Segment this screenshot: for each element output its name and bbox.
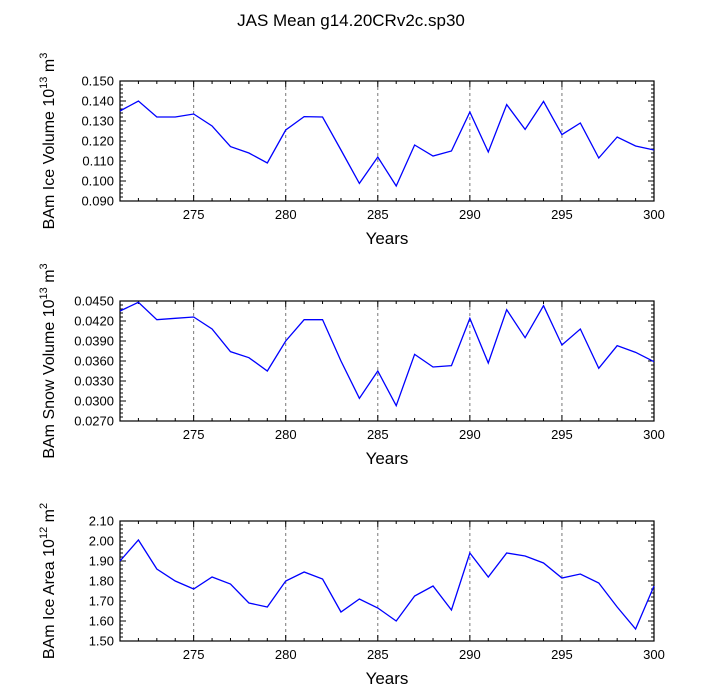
x-tick-label: 285 bbox=[367, 427, 389, 442]
y-tick-label: 2.00 bbox=[89, 534, 114, 549]
y-tick-label: 2.10 bbox=[89, 514, 114, 529]
y-tick-label: 0.110 bbox=[82, 154, 114, 169]
y-tick-label: 0.0330 bbox=[74, 374, 114, 389]
y-tick-label: 0.090 bbox=[81, 194, 114, 209]
x-tick-label: 300 bbox=[643, 207, 665, 222]
y-axis-label-sup: 12 bbox=[38, 527, 50, 539]
y-tick-label: 1.50 bbox=[89, 634, 114, 649]
y-tick-label: 0.0390 bbox=[74, 334, 114, 349]
plot-frame bbox=[119, 80, 655, 202]
x-tick-label: 295 bbox=[551, 427, 573, 442]
y-axis-label-sup: 3 bbox=[38, 263, 50, 269]
x-tick-label: 275 bbox=[183, 647, 205, 662]
x-tick-label: 280 bbox=[275, 207, 297, 222]
chart-title: JAS Mean g14.20CRv2c.sp30 bbox=[237, 11, 465, 30]
y-axis-label-part: m bbox=[41, 59, 58, 77]
y-axis-label-sup: 3 bbox=[38, 53, 50, 59]
y-tick-label: 0.130 bbox=[81, 114, 114, 129]
y-tick-label: 0.0360 bbox=[74, 354, 114, 369]
x-tick-label: 300 bbox=[643, 427, 665, 442]
series-line bbox=[119, 301, 655, 408]
x-tick-label: 275 bbox=[183, 207, 205, 222]
panel-2: 275 280 285 290 295 300 0.0270 0.0300 0.0330 0.03… bbox=[38, 263, 665, 468]
x-tick-label: 290 bbox=[459, 647, 481, 662]
y-axis-label: BAm Ice Volume 1013 m3 bbox=[38, 53, 58, 230]
plot-frame bbox=[119, 520, 655, 642]
x-tick-label: 295 bbox=[551, 207, 573, 222]
x-tick-label: 280 bbox=[275, 647, 297, 662]
y-tick-label: 1.60 bbox=[89, 614, 114, 629]
series-line bbox=[119, 538, 655, 631]
y-tick-label: 0.150 bbox=[81, 74, 114, 89]
x-axis-label: Years bbox=[366, 229, 409, 248]
y-tick-label: 0.0300 bbox=[74, 394, 114, 409]
panel-3: 275 280 285 290 295 300 1.50 1.60 1.70 1.80 1.90 2.… bbox=[38, 503, 665, 688]
y-tick-label: 0.100 bbox=[81, 174, 114, 189]
y-tick-label: 0.140 bbox=[81, 94, 114, 109]
x-tick-label: 300 bbox=[643, 647, 665, 662]
y-tick-label: 1.70 bbox=[89, 594, 114, 609]
series-line bbox=[119, 100, 655, 188]
x-tick-label: 290 bbox=[459, 427, 481, 442]
x-tick-label: 290 bbox=[459, 207, 481, 222]
y-tick-label: 0.0420 bbox=[74, 314, 114, 329]
y-tick-label: 0.0270 bbox=[74, 414, 114, 429]
x-axis-label: Years bbox=[366, 669, 409, 688]
x-tick-label: 295 bbox=[551, 647, 573, 662]
y-axis-label: BAm Ice Area 1012 m2 bbox=[38, 503, 58, 659]
y-axis-label-part: BAm Ice Volume 10 bbox=[41, 89, 58, 230]
y-tick-label: 0.0450 bbox=[74, 294, 114, 309]
y-axis-label-part: m bbox=[41, 269, 58, 287]
y-axis-label-sup: 13 bbox=[38, 287, 50, 299]
y-axis-label-part: m bbox=[41, 509, 58, 527]
x-tick-label: 285 bbox=[367, 207, 389, 222]
y-tick-label: 1.80 bbox=[89, 574, 114, 589]
y-axis-label-sup: 13 bbox=[38, 77, 50, 89]
y-axis-label-sup: 2 bbox=[38, 503, 50, 509]
x-axis-label: Years bbox=[366, 449, 409, 468]
panel-1: 275 280 285 290 295 300 0.090 0.100 0.110 0.120 0.… bbox=[38, 53, 665, 248]
y-tick-label: 1.90 bbox=[89, 554, 114, 569]
x-tick-label: 280 bbox=[275, 427, 297, 442]
y-axis-label: BAm Snow Volume 1013 m3 bbox=[38, 263, 58, 458]
y-axis-label-part: BAm Ice Area 10 bbox=[41, 539, 58, 659]
plot-frame bbox=[119, 300, 655, 422]
x-tick-label: 285 bbox=[367, 647, 389, 662]
x-tick-label: 275 bbox=[183, 427, 205, 442]
y-tick-label: 0.120 bbox=[81, 134, 114, 149]
y-axis-label-part: BAm Snow Volume 10 bbox=[41, 299, 58, 458]
